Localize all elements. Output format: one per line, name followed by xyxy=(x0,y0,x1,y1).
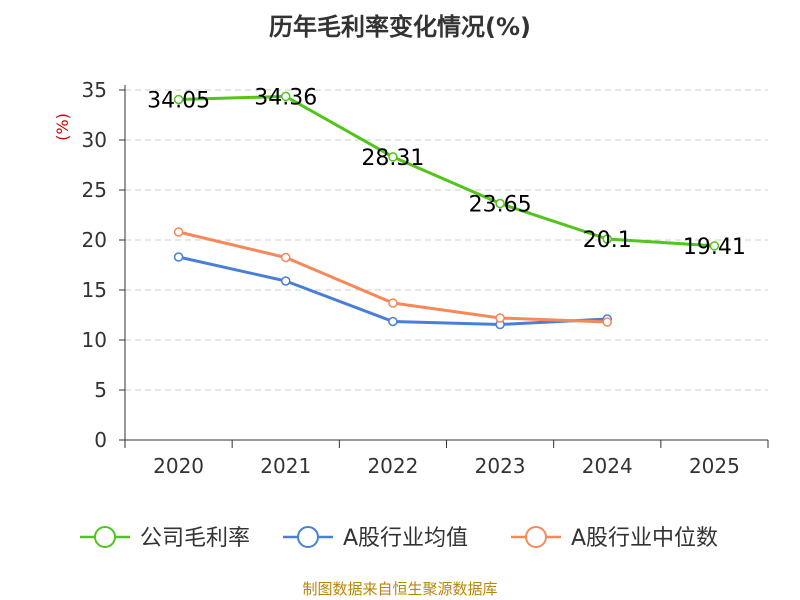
data-label: 34.36 xyxy=(254,85,317,110)
data-labels: 34.05 34.36 28.31 23.65 20.1 19.41 xyxy=(147,85,746,260)
series-line-industry_mean xyxy=(178,255,608,326)
chart-title: 历年毛利率变化情况(%) xyxy=(269,13,531,41)
x-tick-label: 2022 xyxy=(367,454,418,478)
data-point-gross_margin xyxy=(281,91,291,102)
data-point-gross_margin xyxy=(495,198,505,209)
y-tick-label: 15 xyxy=(82,278,107,302)
x-tick-label: 2020 xyxy=(153,454,204,478)
series-line-gross_margin xyxy=(178,94,715,248)
data-label: 23.65 xyxy=(469,193,532,218)
series xyxy=(173,91,720,330)
data-label: 20.1 xyxy=(583,228,632,253)
data-point-gross_margin xyxy=(173,94,184,105)
grid-lines xyxy=(125,89,768,391)
data-point-industry_mean xyxy=(173,252,184,262)
y-tick-label: 10 xyxy=(82,328,107,352)
legend-label-gross_margin: 公司毛利率 xyxy=(140,526,250,551)
x-tick-label: 2024 xyxy=(582,454,633,478)
x-tick-label: 2021 xyxy=(260,454,311,478)
y-tick-label: 20 xyxy=(82,228,107,252)
legend-label-industry_median: A股行业中位数 xyxy=(571,526,718,551)
y-tick-label: 25 xyxy=(82,178,107,202)
data-point-industry_median xyxy=(173,227,184,237)
data-label: 34.05 xyxy=(147,89,210,114)
y-tick-label: 5 xyxy=(94,378,107,402)
data-point-gross_margin xyxy=(602,234,612,244)
data-label: 28.31 xyxy=(361,146,424,171)
data-point-industry_median xyxy=(602,317,612,327)
x-tick-label: 2025 xyxy=(689,454,740,478)
data-point-industry_mean xyxy=(388,316,398,327)
data-point-gross_margin xyxy=(709,241,720,251)
legend-marker-industry_median xyxy=(525,526,547,548)
y-tick-label: 0 xyxy=(94,428,107,452)
y-axis-label: (%) xyxy=(53,113,72,141)
legend-label-industry_mean: A股行业均值 xyxy=(343,526,468,551)
y-tick-label: 30 xyxy=(82,128,107,152)
data-point-industry_median xyxy=(281,252,291,263)
source-note: 制图数据来自恒生聚源数据库 xyxy=(302,580,497,598)
data-point-industry_median xyxy=(495,313,505,323)
data-point-industry_mean xyxy=(281,276,291,286)
y-tick-label: 35 xyxy=(82,78,107,102)
data-point-gross_margin xyxy=(388,152,398,162)
x-tick-label: 2023 xyxy=(475,454,526,478)
legend: 公司毛利率 A股行业均值 A股行业中位数 xyxy=(80,526,718,551)
legend-marker-industry_mean xyxy=(297,526,319,548)
data-point-industry_median xyxy=(388,298,398,308)
data-label: 19.41 xyxy=(683,235,746,260)
legend-marker-gross_margin xyxy=(94,526,116,548)
series-line-industry_median xyxy=(178,230,608,324)
